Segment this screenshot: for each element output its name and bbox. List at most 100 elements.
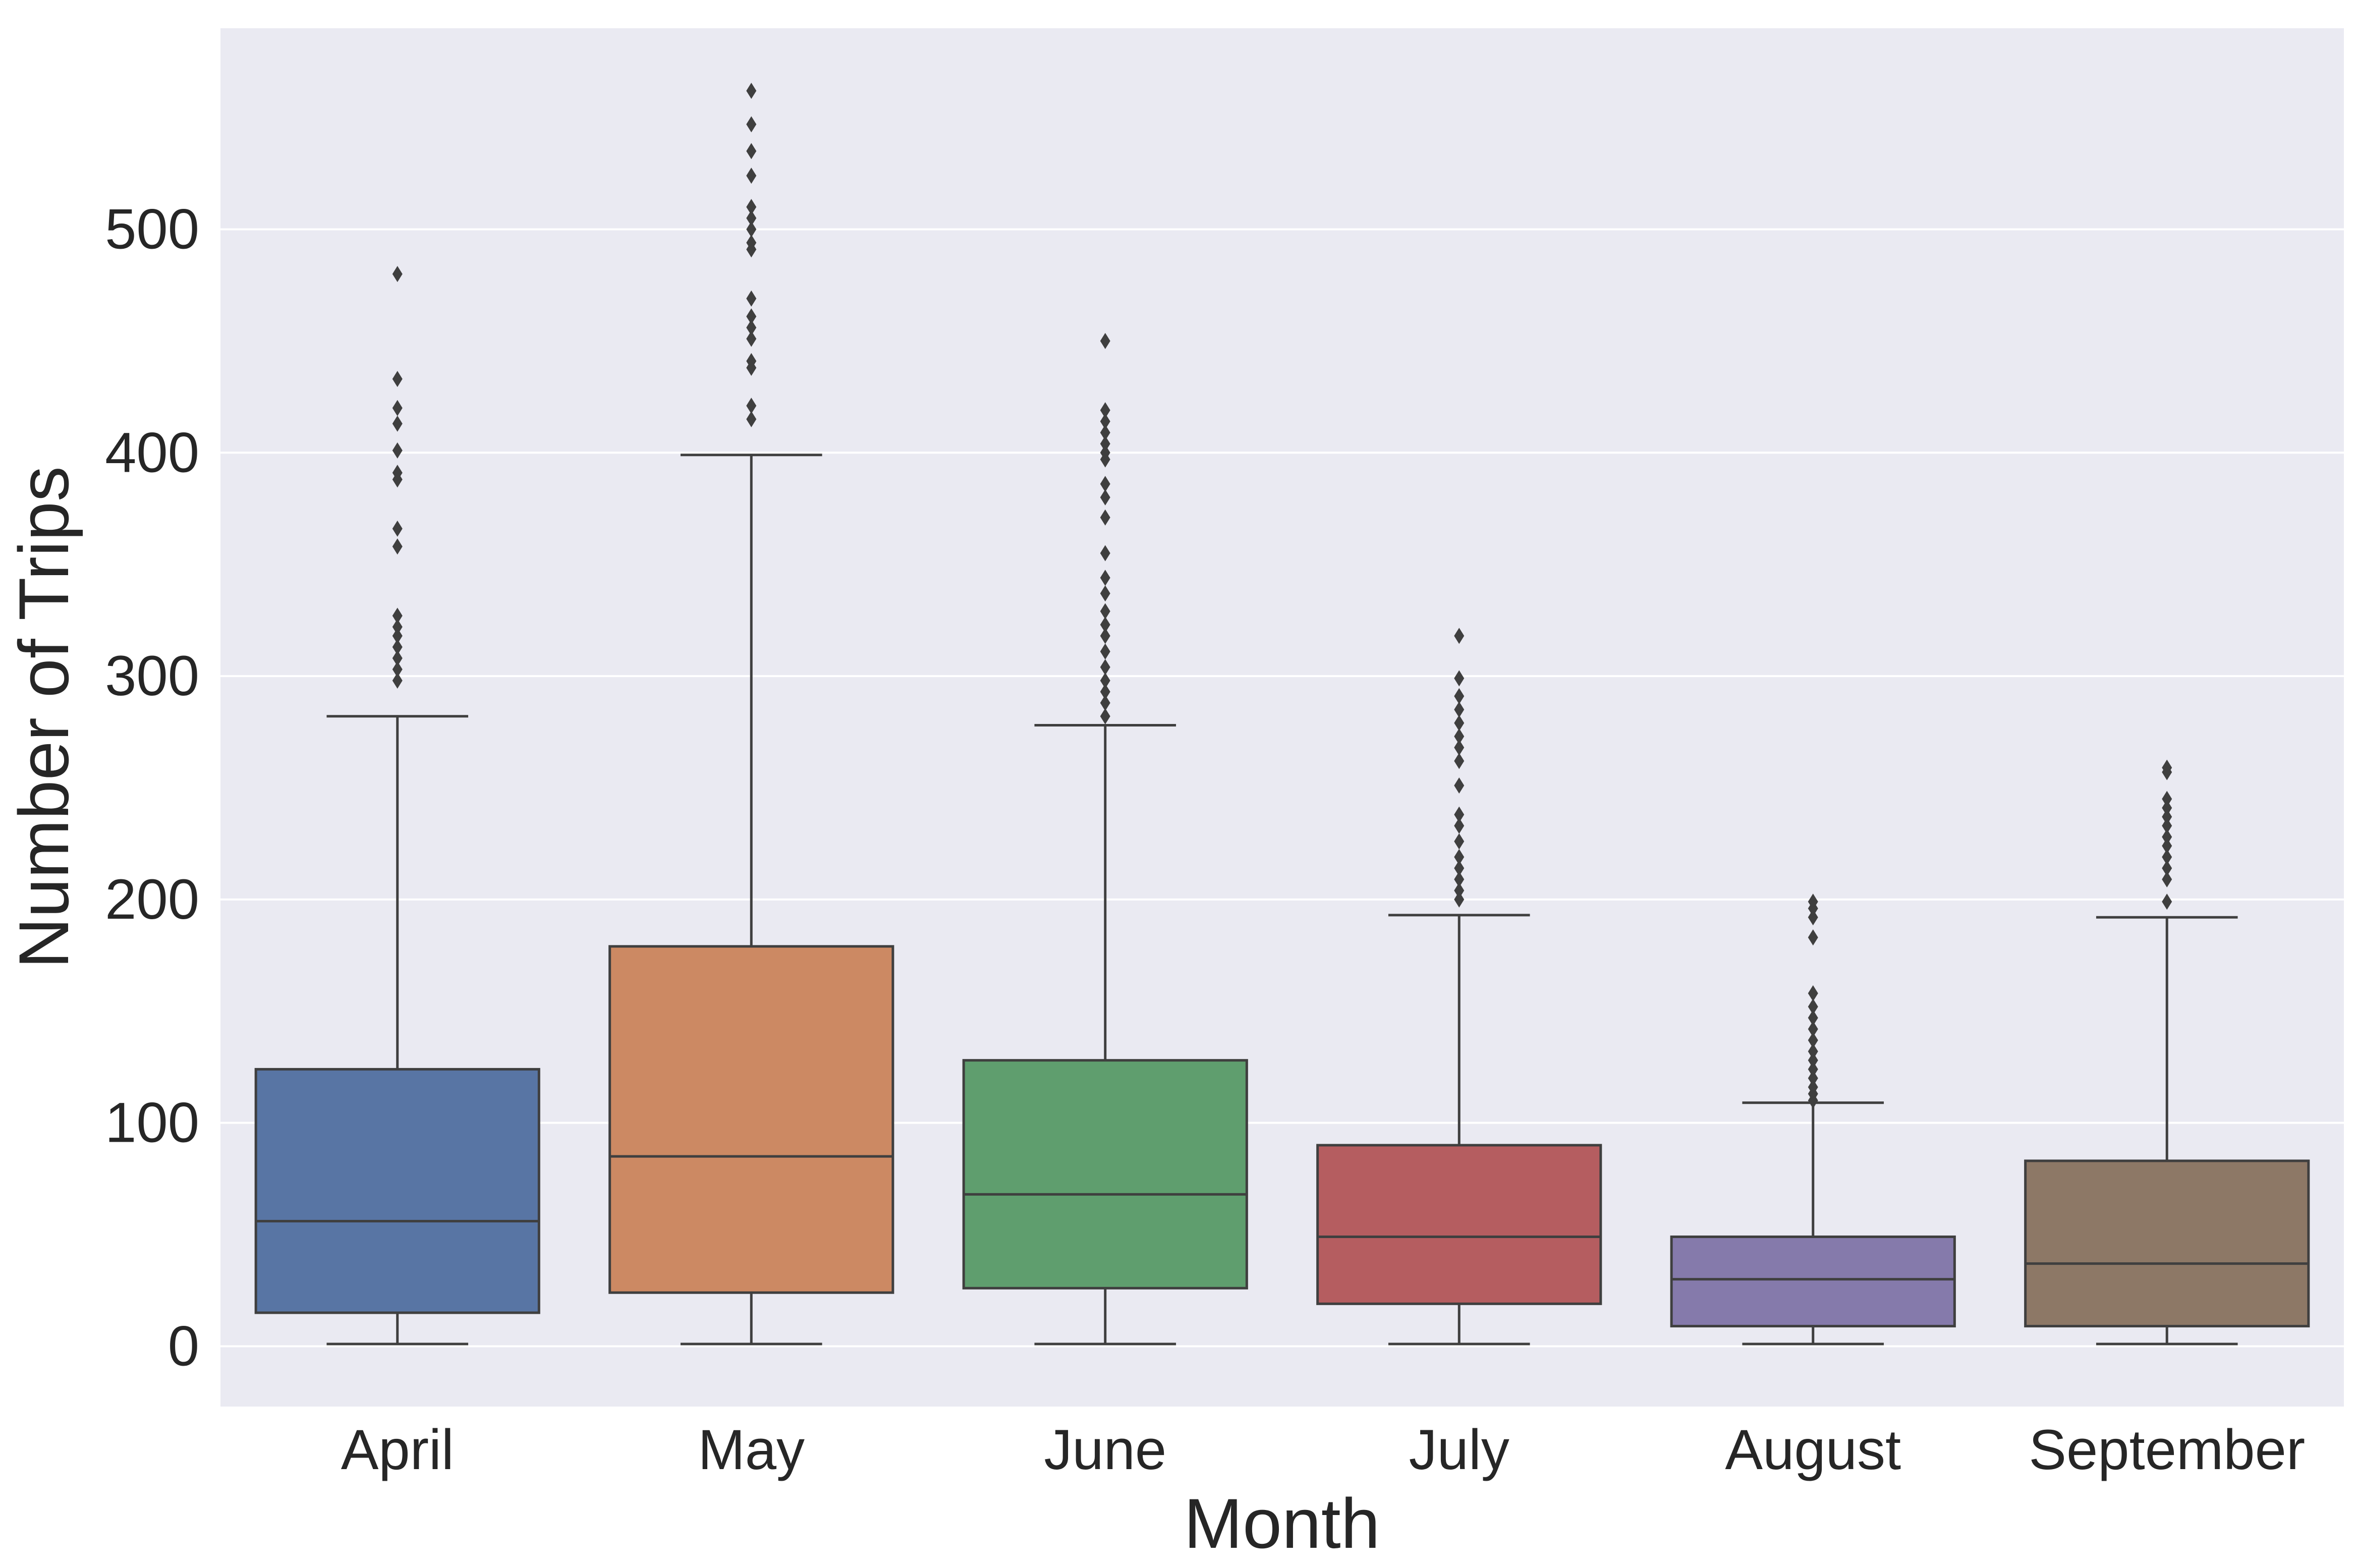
outlier-point <box>746 353 757 369</box>
outlier-point <box>1454 753 1465 769</box>
outlier-point <box>392 520 403 537</box>
outlier-point <box>746 167 757 184</box>
outlier-point <box>1100 402 1110 419</box>
outlier-point <box>1808 1070 1818 1087</box>
outlier-point <box>1100 617 1110 633</box>
outlier-point <box>1454 849 1465 865</box>
outlier-point <box>392 266 403 283</box>
outlier-point <box>1100 435 1110 452</box>
plot-area <box>220 28 2344 1407</box>
outlier-point <box>1454 871 1465 888</box>
outlier-point <box>392 619 403 635</box>
outlier-point <box>2162 800 2172 816</box>
outlier-point <box>1100 603 1110 620</box>
outlier-point <box>2162 828 2172 845</box>
outlier-point <box>1454 728 1465 745</box>
iqr-box <box>962 1059 1248 1290</box>
x-tick-label: September <box>2029 1418 2305 1481</box>
outlier-point <box>1100 628 1110 644</box>
outlier-point <box>1100 659 1110 676</box>
outlier-point <box>1454 628 1465 644</box>
outlier-point <box>1454 860 1465 876</box>
outlier-point <box>1454 817 1465 834</box>
outlier-point <box>1808 1043 1818 1059</box>
box-june <box>962 332 1248 1346</box>
outlier-point <box>392 650 403 666</box>
outlier-point <box>1100 585 1110 602</box>
outlier-point <box>392 607 403 624</box>
outlier-point <box>746 221 757 238</box>
outlier-point <box>1454 806 1465 823</box>
outlier-point <box>746 116 757 133</box>
outlier-point <box>2162 849 2172 865</box>
outlier-point <box>1808 1052 1818 1069</box>
outlier-point <box>1454 777 1465 794</box>
outlier-point <box>746 411 757 427</box>
outlier-point <box>392 661 403 678</box>
outlier-point <box>1808 893 1818 910</box>
outlier-point <box>1454 715 1465 732</box>
outlier-point <box>1808 1010 1818 1026</box>
y-tick-label: 0 <box>168 1314 199 1377</box>
outlier-point <box>2162 871 2172 888</box>
box-april <box>254 266 540 1346</box>
outlier-point <box>1100 643 1110 660</box>
outlier-point <box>746 82 757 99</box>
outlier-point <box>746 210 757 227</box>
outlier-point <box>1808 909 1818 926</box>
outlier-point <box>746 199 757 215</box>
iqr-box <box>1316 1144 1602 1305</box>
outlier-point <box>1100 672 1110 689</box>
y-axis-label: Number of Trips <box>4 466 83 969</box>
box-july <box>1316 628 1602 1346</box>
outlier-point <box>1100 509 1110 526</box>
outlier-point <box>2162 809 2172 825</box>
iqr-box <box>608 945 894 1294</box>
outlier-point <box>1100 489 1110 506</box>
outlier-point <box>1100 708 1110 724</box>
box-august <box>1670 893 1956 1346</box>
outlier-point <box>746 319 757 336</box>
outlier-point <box>1454 882 1465 899</box>
outlier-point <box>392 415 403 432</box>
outlier-point <box>746 143 757 159</box>
outlier-point <box>1808 1061 1818 1078</box>
outlier-point <box>1100 545 1110 562</box>
outlier-point <box>746 308 757 325</box>
outlier-point <box>1100 476 1110 492</box>
outlier-point <box>1454 891 1465 908</box>
box-september <box>2024 759 2310 1346</box>
outlier-point <box>746 330 757 347</box>
outlier-point <box>1100 424 1110 441</box>
outlier-point <box>1454 688 1465 704</box>
outlier-point <box>1100 332 1110 349</box>
outlier-point <box>1454 670 1465 687</box>
y-tick-label: 400 <box>105 421 199 484</box>
outlier-point <box>392 371 403 387</box>
outlier-point <box>2162 860 2172 876</box>
y-tick-label: 300 <box>105 644 199 707</box>
outlier-point <box>2162 791 2172 807</box>
outlier-point <box>1454 739 1465 756</box>
outlier-point <box>1808 1021 1818 1037</box>
outlier-point <box>1454 701 1465 718</box>
y-tick-label: 500 <box>105 198 199 261</box>
outlier-point <box>1808 1079 1818 1095</box>
outlier-point <box>746 235 757 251</box>
x-tick-label: June <box>1044 1418 1166 1481</box>
outlier-point <box>392 538 403 555</box>
iqr-box <box>254 1068 540 1314</box>
outlier-point <box>392 672 403 689</box>
box-series <box>254 82 2310 1346</box>
outlier-point <box>392 628 403 644</box>
x-tick-label: April <box>341 1418 454 1481</box>
outlier-point <box>2162 893 2172 910</box>
outlier-point <box>392 400 403 416</box>
x-tick-label: August <box>1725 1418 1901 1481</box>
outlier-point <box>392 639 403 655</box>
y-tick-label: 100 <box>105 1091 199 1154</box>
outlier-point <box>1100 444 1110 461</box>
x-tick-labels: April May June July August September <box>341 1418 2305 1481</box>
outlier-point <box>746 398 757 414</box>
